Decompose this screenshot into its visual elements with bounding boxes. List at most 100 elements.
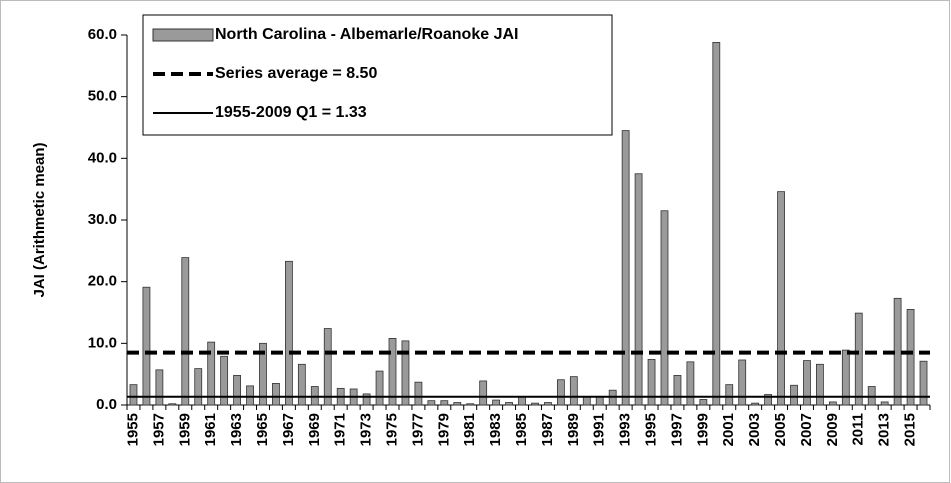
- bar: [323, 328, 332, 406]
- y-tick-label: 40.0: [88, 149, 117, 166]
- bar: [297, 363, 306, 406]
- bar: [764, 394, 773, 406]
- bar: [492, 399, 501, 406]
- y-axis-title: JAI (Arithmetic mean): [31, 142, 48, 297]
- legend-label: 1955-2009 Q1 = 1.33: [215, 104, 367, 121]
- bar: [621, 130, 630, 406]
- bar: [531, 402, 539, 406]
- x-tick-label: 1961: [202, 413, 219, 446]
- x-tick-label: 2009: [824, 413, 841, 446]
- bar: [569, 376, 578, 406]
- bar: [479, 380, 488, 406]
- bar: [453, 402, 462, 406]
- bar: [401, 340, 410, 406]
- bar: [906, 309, 915, 406]
- bar: [142, 286, 151, 406]
- x-tick-label: 2001: [720, 413, 737, 446]
- bar: [919, 360, 928, 406]
- x-tick-label: 1983: [487, 413, 504, 446]
- bar: [854, 312, 863, 406]
- y-tick-label: 50.0: [88, 88, 117, 105]
- bar: [427, 400, 436, 406]
- bar: [505, 402, 513, 406]
- x-tick-label: 1957: [150, 413, 167, 446]
- bar: [893, 297, 902, 406]
- bar: [751, 402, 760, 406]
- x-tick-label: 1995: [643, 413, 660, 446]
- bar: [233, 374, 241, 406]
- bar: [440, 400, 449, 406]
- bar: [362, 393, 371, 406]
- bar: [194, 368, 203, 406]
- bar: [259, 342, 267, 406]
- bar: [828, 401, 837, 406]
- bar: [414, 381, 423, 406]
- bar: [388, 337, 397, 406]
- x-tick-label: 2013: [876, 413, 893, 446]
- x-tick-label: 1969: [306, 413, 323, 446]
- x-tick-label: 1989: [565, 413, 582, 446]
- bar: [129, 384, 138, 406]
- x-tick-label: 1963: [228, 413, 245, 446]
- bar: [790, 384, 798, 406]
- bar: [518, 396, 526, 406]
- x-tick-label: 2005: [772, 413, 789, 446]
- bar: [246, 385, 254, 406]
- x-tick-label: 1993: [617, 413, 634, 446]
- bar: [375, 370, 384, 406]
- bar: [880, 401, 889, 406]
- x-tick-label: 1959: [176, 413, 193, 446]
- bar: [738, 359, 747, 406]
- legend-swatch: [152, 28, 214, 42]
- y-tick-label: 20.0: [88, 273, 117, 290]
- x-tick-label: 1987: [539, 413, 556, 446]
- bar: [595, 396, 604, 406]
- bar: [725, 384, 734, 406]
- bar: [220, 355, 229, 406]
- bar: [207, 341, 216, 406]
- x-tick-label: 2007: [798, 413, 815, 446]
- x-tick-label: 1999: [694, 413, 711, 446]
- y-tick-label: 0.0: [96, 396, 117, 413]
- bar: [556, 379, 565, 406]
- bar: [867, 386, 876, 406]
- bar: [816, 363, 824, 406]
- legend-label: North Carolina - Albemarle/Roanoke JAI: [215, 26, 518, 43]
- legend-label: Series average = 8.50: [215, 65, 377, 82]
- x-tick-label: 1991: [591, 413, 608, 446]
- x-tick-label: 2003: [746, 413, 763, 446]
- x-tick-label: 2015: [902, 413, 919, 446]
- bar: [673, 374, 682, 406]
- bar: [803, 360, 811, 406]
- bar: [466, 403, 475, 406]
- legend-box: [142, 14, 613, 136]
- bar: [155, 369, 164, 406]
- bar: [181, 257, 190, 406]
- x-tick-label: 1975: [383, 413, 400, 446]
- x-tick-label: 1977: [409, 413, 426, 446]
- bar: [660, 210, 669, 406]
- x-tick-label: 1973: [358, 413, 375, 446]
- bar: [272, 383, 280, 406]
- x-tick-label: 1967: [280, 413, 297, 446]
- bar: [699, 399, 708, 406]
- x-tick-label: 1979: [435, 413, 452, 446]
- bar: [647, 358, 656, 406]
- bar: [841, 349, 850, 406]
- bar: [168, 403, 177, 406]
- bar: [777, 191, 785, 406]
- bar: [544, 402, 552, 406]
- x-tick-label: 1981: [461, 413, 478, 446]
- x-tick-label: 1971: [332, 413, 349, 446]
- y-tick-label: 30.0: [88, 211, 117, 228]
- bar: [634, 173, 643, 406]
- bar: [582, 396, 591, 406]
- bar: [284, 260, 293, 406]
- bar: [686, 361, 695, 406]
- bar: [310, 386, 319, 406]
- x-tick-label: 1985: [513, 413, 530, 446]
- x-tick-label: 1955: [124, 413, 141, 446]
- x-tick-label: 2011: [850, 413, 867, 446]
- x-tick-label: 1997: [668, 413, 685, 446]
